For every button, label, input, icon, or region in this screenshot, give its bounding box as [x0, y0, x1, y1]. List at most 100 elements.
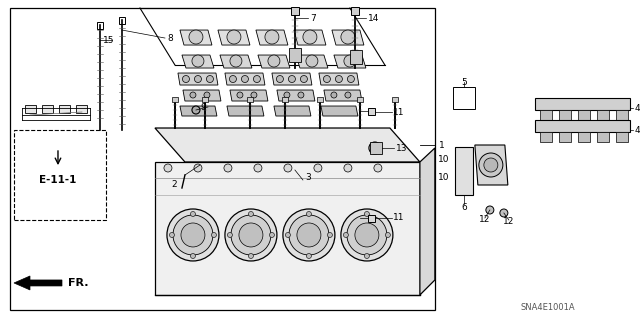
Circle shape — [484, 158, 498, 172]
Circle shape — [230, 55, 242, 67]
Circle shape — [344, 233, 348, 237]
Polygon shape — [296, 55, 328, 68]
Text: 10: 10 — [438, 155, 450, 165]
Polygon shape — [256, 30, 288, 45]
Bar — [247, 97, 253, 102]
Circle shape — [269, 233, 275, 237]
Circle shape — [335, 76, 342, 83]
Circle shape — [341, 209, 393, 261]
Circle shape — [265, 30, 279, 44]
Polygon shape — [272, 73, 312, 85]
Polygon shape — [420, 148, 435, 295]
Polygon shape — [227, 106, 264, 116]
Circle shape — [192, 55, 204, 67]
Circle shape — [237, 92, 243, 98]
Polygon shape — [258, 55, 290, 68]
Circle shape — [479, 153, 503, 177]
Text: 13: 13 — [396, 144, 408, 152]
Circle shape — [192, 106, 200, 114]
Polygon shape — [475, 145, 508, 185]
Bar — [282, 97, 288, 102]
Bar — [455, 147, 473, 195]
Bar — [392, 97, 398, 102]
Polygon shape — [324, 90, 362, 101]
Polygon shape — [183, 90, 221, 101]
Polygon shape — [180, 106, 217, 116]
Text: 8: 8 — [167, 33, 173, 42]
Circle shape — [344, 164, 352, 172]
Polygon shape — [294, 30, 326, 45]
Circle shape — [348, 76, 355, 83]
Circle shape — [191, 254, 195, 258]
Circle shape — [164, 164, 172, 172]
Circle shape — [231, 215, 271, 255]
Bar — [351, 7, 359, 15]
Text: 7: 7 — [310, 13, 316, 23]
Circle shape — [303, 30, 317, 44]
Circle shape — [276, 76, 284, 83]
Polygon shape — [578, 132, 590, 142]
Circle shape — [248, 254, 253, 258]
Polygon shape — [540, 132, 552, 142]
Bar — [42, 105, 53, 113]
Bar — [350, 50, 362, 64]
Circle shape — [369, 142, 381, 154]
Circle shape — [297, 223, 321, 247]
Circle shape — [374, 164, 382, 172]
Polygon shape — [230, 90, 268, 101]
Circle shape — [211, 233, 216, 237]
Circle shape — [364, 211, 369, 217]
Bar — [291, 7, 299, 15]
Circle shape — [227, 233, 232, 237]
Polygon shape — [334, 55, 366, 68]
Polygon shape — [218, 30, 250, 45]
Polygon shape — [597, 132, 609, 142]
Polygon shape — [277, 90, 315, 101]
Circle shape — [173, 215, 213, 255]
Polygon shape — [535, 98, 630, 110]
Circle shape — [344, 55, 356, 67]
Polygon shape — [332, 30, 364, 45]
Circle shape — [229, 76, 236, 83]
Text: 10: 10 — [438, 174, 450, 182]
Circle shape — [170, 233, 175, 237]
Circle shape — [328, 233, 332, 237]
Circle shape — [364, 254, 369, 258]
Polygon shape — [535, 120, 630, 132]
Circle shape — [500, 209, 508, 217]
Text: FR.: FR. — [68, 278, 88, 288]
Bar — [119, 17, 125, 24]
Text: SNA4E1001A: SNA4E1001A — [520, 303, 575, 312]
Bar — [368, 215, 375, 222]
Circle shape — [251, 92, 257, 98]
Polygon shape — [220, 55, 252, 68]
Circle shape — [385, 233, 390, 237]
Polygon shape — [321, 106, 358, 116]
Circle shape — [248, 211, 253, 217]
Circle shape — [207, 76, 214, 83]
Text: 11: 11 — [393, 213, 404, 222]
Bar — [14, 130, 106, 220]
Circle shape — [227, 30, 241, 44]
Circle shape — [239, 223, 263, 247]
Polygon shape — [182, 55, 214, 68]
Bar — [317, 97, 323, 102]
Bar — [10, 8, 435, 310]
Polygon shape — [597, 110, 609, 120]
Circle shape — [347, 215, 387, 255]
Polygon shape — [319, 73, 359, 85]
Polygon shape — [616, 110, 628, 120]
Circle shape — [355, 223, 379, 247]
Bar — [453, 87, 475, 109]
Circle shape — [289, 76, 296, 83]
Text: 12: 12 — [479, 215, 490, 225]
Circle shape — [253, 76, 260, 83]
Polygon shape — [155, 128, 420, 162]
Circle shape — [307, 211, 312, 217]
Text: 14: 14 — [368, 13, 380, 23]
Bar — [76, 105, 87, 113]
Text: 3: 3 — [305, 174, 310, 182]
Polygon shape — [274, 106, 311, 116]
Circle shape — [314, 164, 322, 172]
Text: 1: 1 — [439, 140, 445, 150]
